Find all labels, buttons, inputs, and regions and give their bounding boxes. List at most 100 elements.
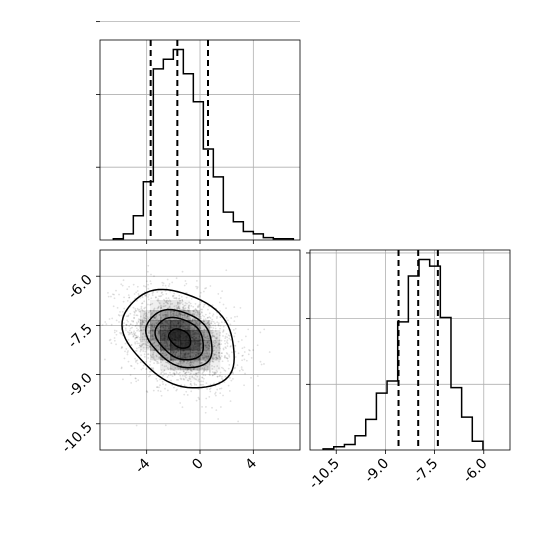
scatter-point [165,361,167,364]
scatter-point [128,296,130,299]
scatter-point [166,353,168,356]
scatter-point [143,300,146,303]
scatter-point [149,364,151,366]
scatter-point [175,372,178,375]
scatter-point [220,339,223,342]
scatter-point [167,313,169,316]
scatter-point [195,378,198,381]
scatter-point [148,324,151,327]
scatter-point [161,352,164,355]
scatter-point [149,332,152,335]
scatter-point [151,325,154,328]
scatter-point [185,371,188,374]
scatter-point [194,311,197,314]
scatter-point [178,313,180,315]
scatter-point [229,345,232,347]
scatter-point [140,344,143,347]
scatter-point [148,326,150,329]
scatter-point [178,297,181,300]
scatter-point [179,367,181,370]
scatter-point [139,327,141,329]
scatter-point [144,342,146,345]
scatter-point [131,333,134,336]
scatter-point [228,390,231,392]
scatter-point [204,287,206,290]
scatter-point [180,378,183,381]
scatter-point [123,307,126,310]
scatter-point [158,356,161,359]
scatter-point [172,294,175,297]
scatter-point [181,374,184,377]
scatter-point [159,384,161,387]
scatter-point [136,285,139,288]
density-cell [180,370,190,380]
scatter-point [155,377,158,380]
scatter-point [225,356,228,359]
scatter-point [216,370,219,373]
scatter-point [128,296,131,299]
scatter-point [160,350,162,353]
scatter-point [216,336,218,339]
scatter-point [211,334,214,337]
scatter-point [155,322,158,324]
scatter-point [211,331,214,334]
scatter-point [208,355,210,358]
scatter-point [226,357,229,360]
scatter-point [170,379,172,382]
scatter-point [208,373,211,376]
scatter-point [188,375,191,378]
scatter-point [130,319,133,322]
scatter-point [108,339,111,342]
scatter-point [161,359,164,362]
scatter-point [159,307,162,310]
scatter-point [213,353,216,356]
scatter-point [233,367,236,370]
scatter-point [127,333,130,336]
scatter-point [109,338,112,341]
scatter-point [172,360,175,363]
scatter-point [146,325,149,328]
scatter-point [147,303,149,306]
scatter-point [147,317,150,320]
scatter-point [189,364,192,367]
scatter-point [190,326,193,329]
scatter-point [195,309,198,312]
scatter-point [176,307,179,310]
scatter-point [241,359,243,362]
scatter-point [250,356,253,359]
scatter-point [141,309,143,311]
scatter-point [157,306,160,309]
scatter-point [134,334,137,337]
scatter-point [145,312,147,314]
scatter-point [202,371,205,374]
scatter-point [222,330,225,332]
scatter-point [155,296,157,299]
scatter-point [163,372,166,375]
scatter-point [142,321,144,324]
scatter-point [195,314,198,317]
scatter-point [162,374,164,377]
scatter-point [134,357,136,360]
scatter-point [211,371,214,373]
scatter-point [137,318,140,321]
scatter-point [227,360,229,362]
scatter-point [129,323,132,326]
scatter-point [202,377,205,380]
scatter-point [168,283,171,285]
scatter-point [208,370,211,373]
scatter-point [184,375,186,377]
scatter-point [141,321,144,323]
scatter-point [113,339,116,342]
scatter-point [155,355,158,358]
scatter-point [212,360,215,363]
scatter-point [120,283,123,286]
scatter-point [162,298,165,301]
scatter-point [209,317,212,319]
scatter-point [213,357,215,360]
scatter-point [203,370,206,372]
scatter-point [156,299,159,302]
scatter-point [186,315,189,318]
scatter-point [156,379,159,382]
scatter-point [155,340,158,343]
scatter-point [211,357,214,360]
